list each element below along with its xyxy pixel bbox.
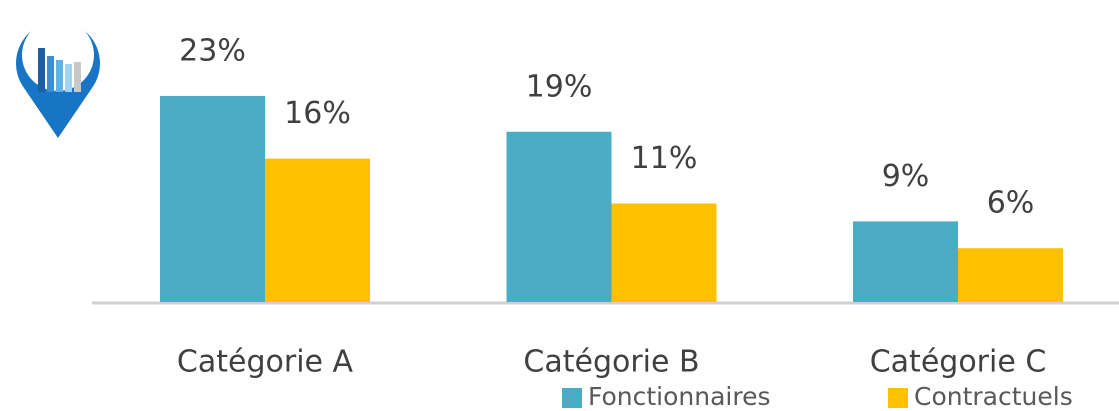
data-label: 19%: [526, 69, 593, 104]
legend-swatch: [562, 388, 582, 408]
logo-icon: [15, 19, 100, 139]
legend-swatch: [888, 388, 908, 408]
x-tick-label: Catégorie C: [870, 345, 1047, 380]
bar: [958, 248, 1063, 302]
x-tick-label: Catégorie A: [177, 345, 354, 380]
data-label: 11%: [631, 141, 698, 176]
bar: [853, 221, 958, 302]
x-tick-label: Catégorie B: [523, 345, 699, 380]
bar: [265, 158, 370, 302]
bar: [506, 131, 612, 302]
legend-label: Fonctionnaires: [588, 382, 771, 411]
data-label: 23%: [179, 33, 246, 68]
data-label: 16%: [284, 96, 351, 131]
legend-label: Contractuels: [914, 382, 1073, 411]
bar: [611, 203, 717, 302]
bar: [160, 95, 265, 302]
data-label: 9%: [882, 159, 930, 194]
data-label: 6%: [987, 186, 1035, 221]
